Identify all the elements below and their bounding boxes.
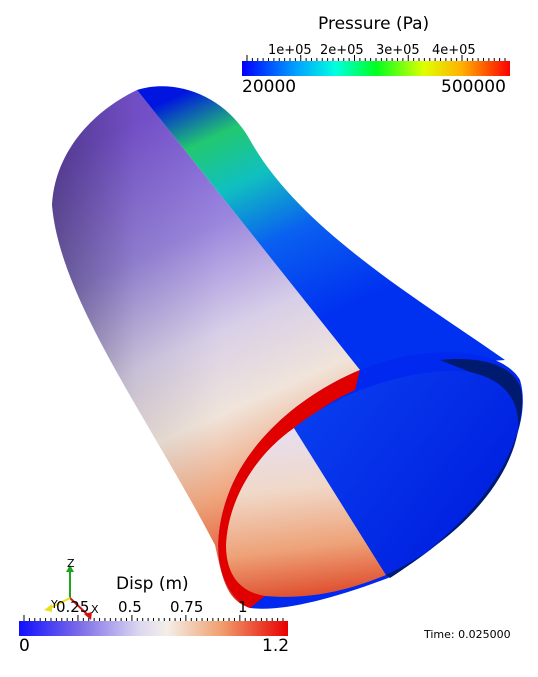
disp-colorbar-title: Disp (m) [116, 574, 189, 594]
disp-tick-label: 0.25 [56, 598, 90, 616]
pressure-max-label: 500000 [441, 77, 506, 97]
z-axis-arrow [66, 565, 74, 572]
disp-tick-label: 1 [238, 598, 248, 616]
z-axis-label: Z [67, 557, 75, 570]
tube-opening [218, 352, 523, 609]
pressure-tick-label: 2e+05 [320, 43, 364, 58]
pressure-colorbar-ticks [246, 55, 506, 61]
disp-max-label: 1.2 [262, 636, 290, 656]
pressure-min-label: 20000 [242, 77, 297, 97]
x-axis-arrow [84, 612, 92, 620]
pressure-tick-label: 4e+05 [432, 43, 476, 58]
time-annotation: Time: 0.025000 [424, 628, 511, 641]
x-axis-label: X [91, 603, 99, 616]
disp-min-label: 0 [19, 636, 30, 656]
orientation-axes [44, 565, 92, 620]
pressure-tick-label: 3e+05 [376, 43, 420, 58]
disp-colorbar-ticks [23, 615, 284, 621]
x-axis-line [69, 597, 90, 617]
pressure-colorbar [242, 55, 510, 76]
pressure-strip [137, 86, 505, 370]
y-axis-arrow [44, 604, 52, 612]
y-axis-label: Y [51, 598, 58, 611]
pressure-tick-label: 1e+05 [268, 43, 312, 58]
disp-tick-label: 0.5 [118, 598, 142, 616]
pressure-colorbar-title: Pressure (Pa) [318, 14, 430, 34]
disp-tick-label: 0.75 [170, 598, 204, 616]
disp-colorbar [19, 615, 288, 636]
y-axis-line [49, 597, 71, 609]
